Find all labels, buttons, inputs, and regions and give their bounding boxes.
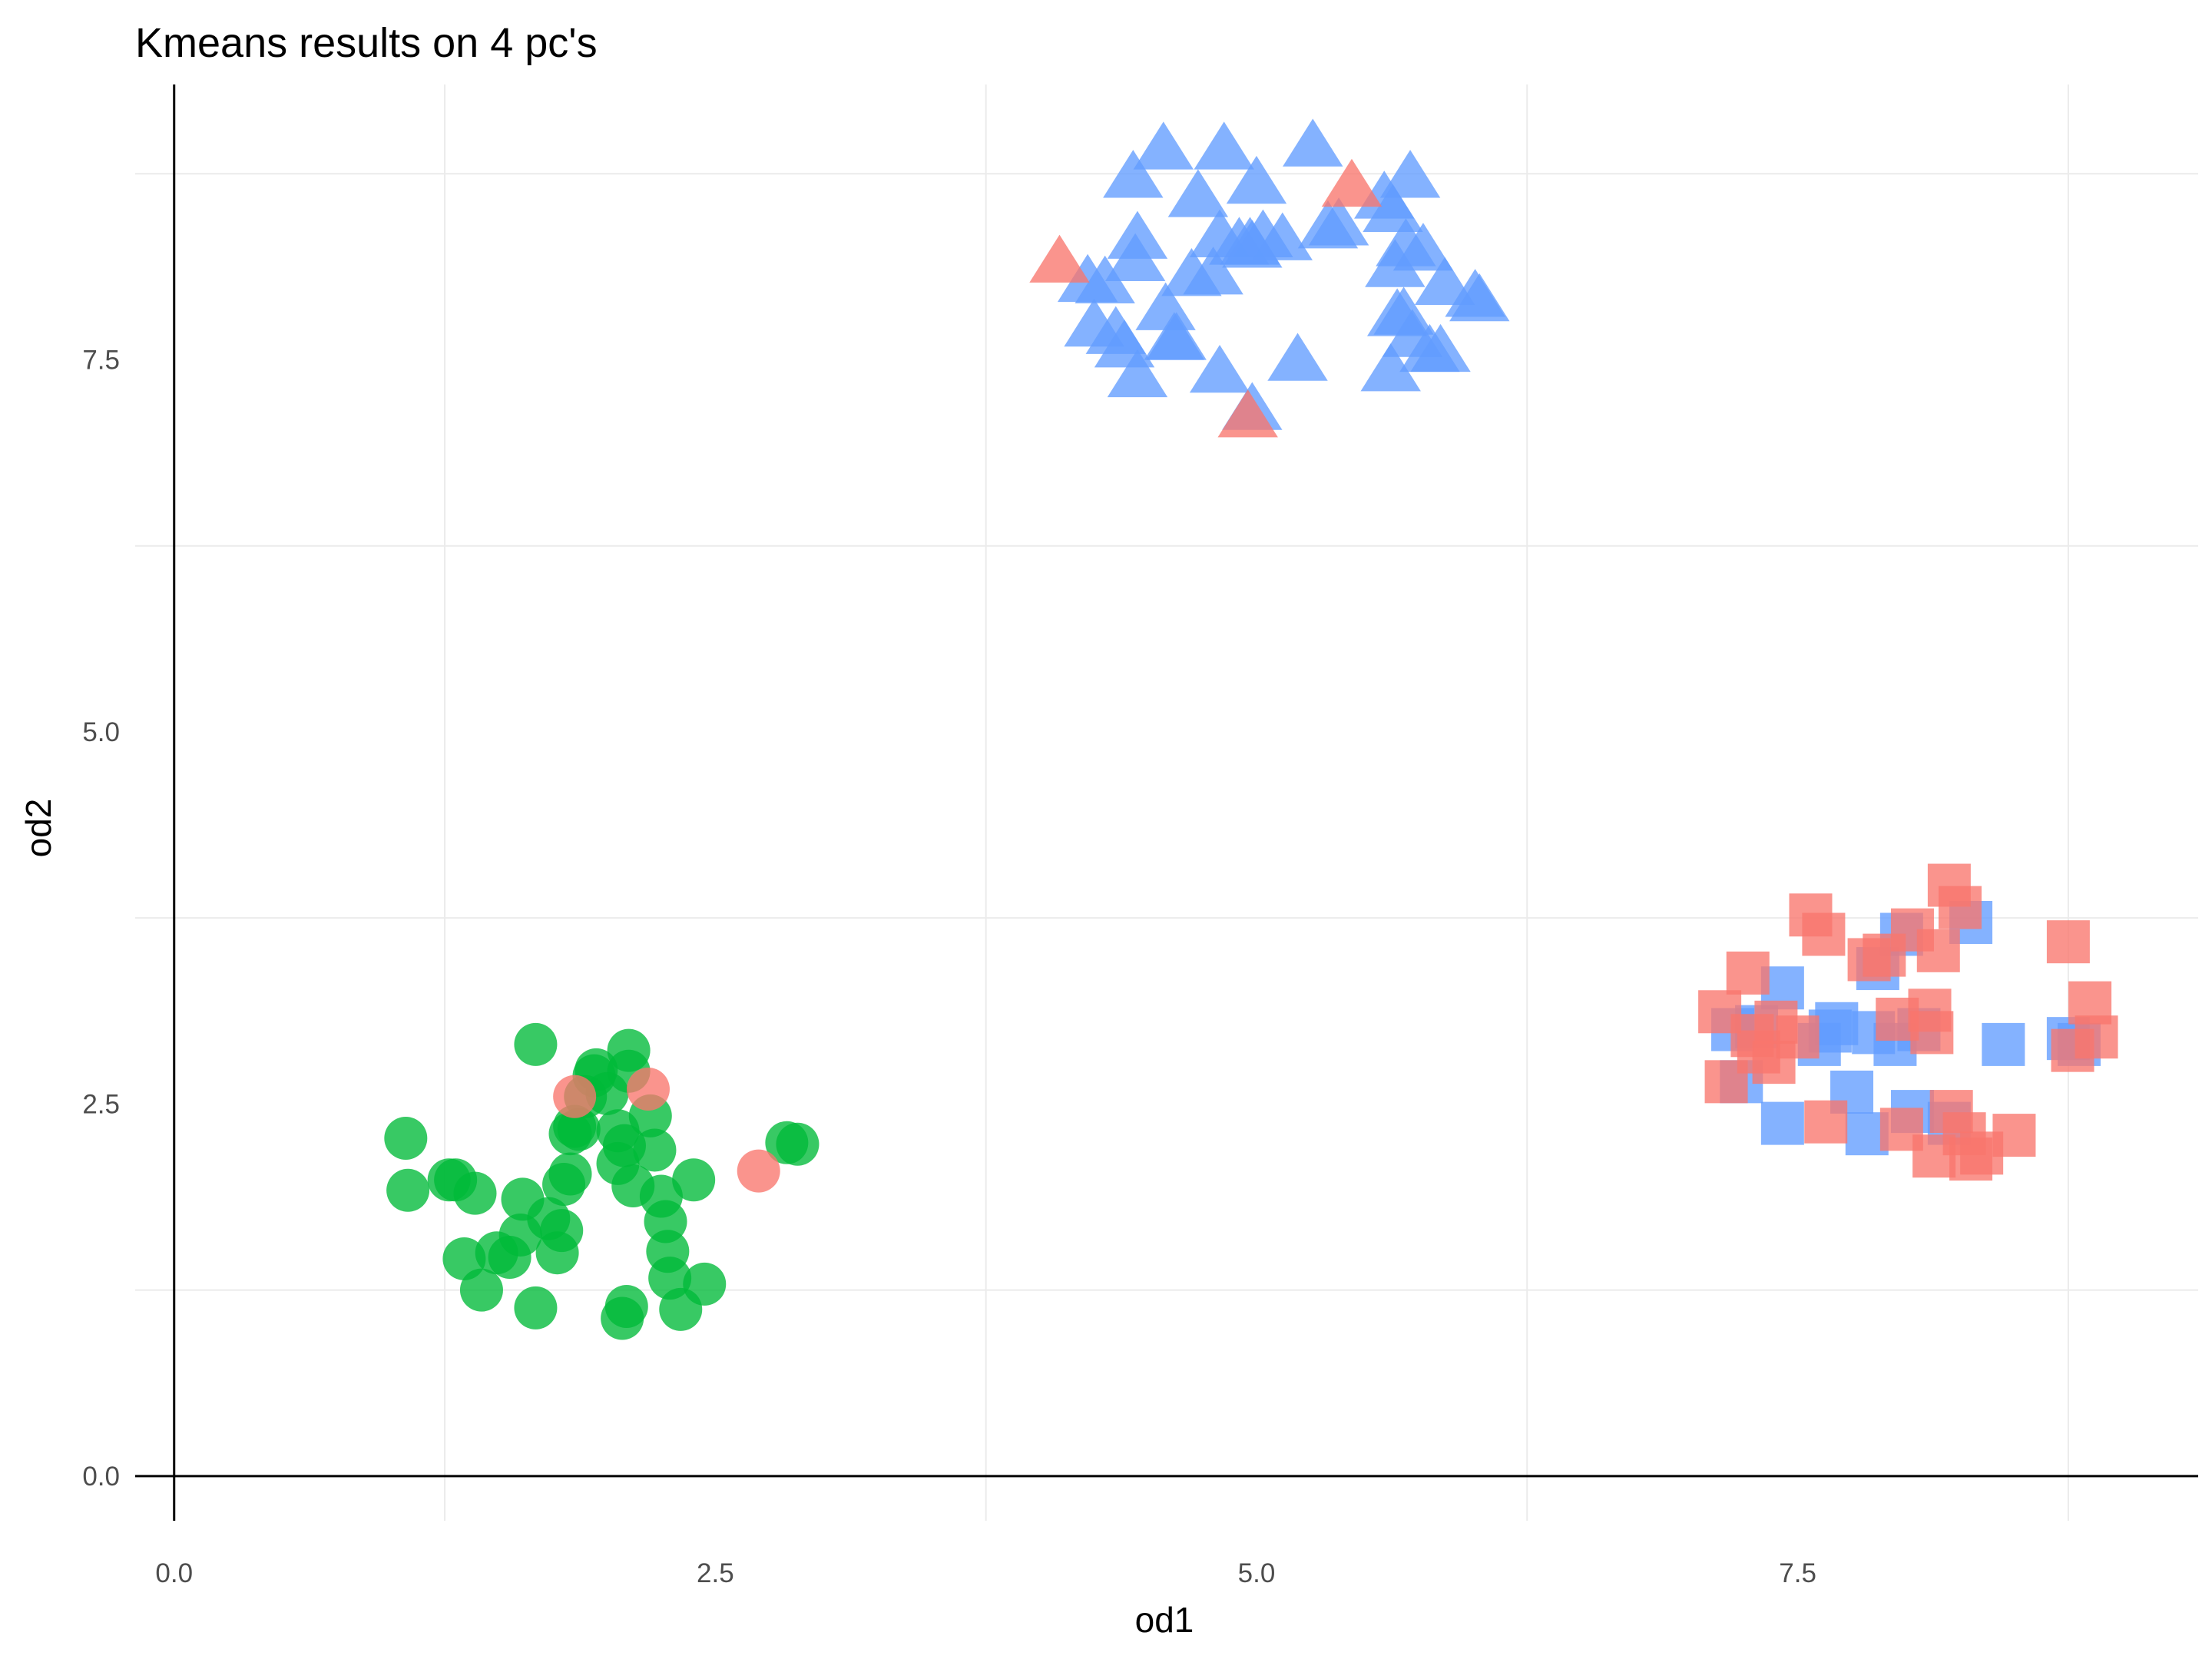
blue-triangle-point — [1283, 118, 1343, 167]
blue-triangle-point — [1414, 257, 1475, 305]
red-triangle-point — [1217, 389, 1278, 438]
green-circle-point — [683, 1262, 727, 1306]
x-axis-title: od1 — [1135, 1600, 1194, 1640]
blue-triangle-point — [1075, 255, 1135, 304]
data-points — [384, 118, 2118, 1340]
red-square-point — [2075, 1015, 2118, 1059]
blue-triangle-point — [1267, 333, 1328, 381]
red-square-point — [1938, 886, 1982, 929]
x-tick-labels: 0.0 2.5 5.0 7.5 — [155, 1558, 1816, 1588]
green-circle-point — [607, 1028, 651, 1072]
red-square-point — [1916, 929, 1960, 972]
y-tick-labels: 0.0 2.5 5.0 7.5 — [82, 345, 120, 1491]
blue-triangle-point — [1107, 210, 1168, 259]
green-circle-point — [386, 1168, 430, 1212]
y-tick-label: 5.0 — [82, 717, 120, 747]
green-circle-point — [548, 1152, 592, 1196]
blue-triangle-point — [1308, 197, 1369, 246]
blue-triangle-point — [1189, 345, 1250, 393]
red-triangle-point — [1321, 158, 1382, 207]
red-circle-point — [553, 1075, 597, 1118]
blue-triangle-point — [1252, 212, 1313, 260]
green-circle-point — [633, 1128, 677, 1172]
red-square-point — [1910, 1011, 1954, 1055]
green-circle-point — [604, 1284, 648, 1328]
green-circle-point — [459, 1268, 503, 1312]
y-tick-label: 2.5 — [82, 1089, 120, 1119]
green-circle-point — [514, 1286, 558, 1330]
blue-triangle-point — [1183, 247, 1243, 295]
y-axis-title: od2 — [18, 799, 58, 858]
red-square-point — [1802, 912, 1846, 956]
blue-triangle-point — [1226, 155, 1287, 204]
green-circle-point — [514, 1022, 558, 1066]
red-square-point — [1992, 1114, 2036, 1157]
x-tick-label: 2.5 — [697, 1558, 734, 1588]
blue-triangle-point — [1133, 121, 1194, 170]
red-circle-point — [737, 1149, 780, 1193]
blue-square-point — [1982, 1022, 2025, 1066]
blue-triangle-point — [1379, 150, 1441, 198]
red-square-point — [1726, 951, 1770, 995]
green-circle-point — [453, 1171, 497, 1215]
blue-triangle-point — [1410, 323, 1471, 373]
blue-triangle-point — [1135, 282, 1196, 330]
blue-triangle-point — [1449, 273, 1510, 322]
y-tick-label: 7.5 — [82, 345, 120, 375]
red-square-point — [2046, 920, 2090, 964]
red-triangle-point — [1029, 234, 1090, 283]
blue-triangle-point — [1167, 169, 1229, 217]
blue-triangle-point — [1146, 312, 1207, 360]
red-circle-point — [626, 1068, 670, 1111]
blue-triangle-point — [1392, 223, 1454, 271]
green-circle-point — [442, 1237, 486, 1280]
x-tick-label: 5.0 — [1238, 1558, 1276, 1588]
red-square-point — [1804, 1100, 1848, 1144]
green-circle-point — [384, 1116, 428, 1160]
chart-title: Kmeans results on 4 pc's — [135, 20, 598, 66]
green-circle-point — [557, 1108, 601, 1151]
green-circle-point — [672, 1158, 716, 1202]
blue-triangle-point — [1103, 150, 1164, 198]
blue-triangle-point — [1194, 121, 1254, 170]
blue-triangle-point — [1363, 184, 1423, 233]
blue-square-point — [1760, 1101, 1804, 1145]
x-tick-label: 0.0 — [155, 1558, 193, 1588]
x-tick-label: 7.5 — [1779, 1558, 1816, 1588]
blue-triangle-point — [1107, 349, 1168, 398]
blue-square-point — [1815, 1002, 1859, 1045]
axis-lines — [135, 84, 2198, 1521]
green-circle-point — [540, 1209, 584, 1253]
y-tick-label: 0.0 — [82, 1462, 120, 1492]
green-circle-point — [776, 1122, 820, 1166]
blue-triangle-point — [1360, 343, 1421, 392]
red-square-point — [1776, 1015, 1820, 1059]
